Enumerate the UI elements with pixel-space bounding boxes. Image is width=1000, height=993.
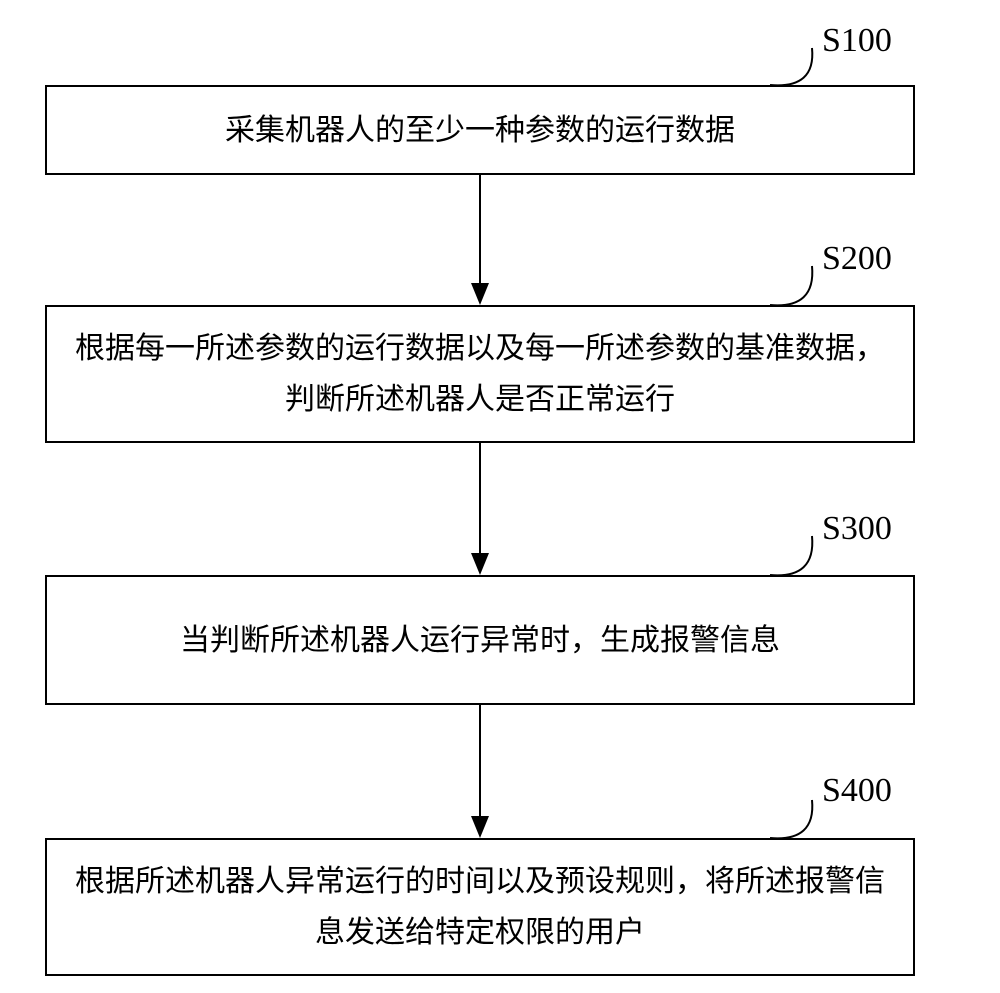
leader-curve <box>766 532 816 579</box>
leader-curve <box>766 262 816 309</box>
flow-step-box: 根据所述机器人异常运行的时间以及预设规则，将所述报警信息发送给特定权限的用户 <box>45 838 915 976</box>
flow-step-label: S400 <box>822 772 892 810</box>
flow-step-label: S300 <box>822 510 892 548</box>
flow-step-text: 根据每一所述参数的运行数据以及每一所述参数的基准数据，判断所述机器人是否正常运行 <box>65 323 895 425</box>
flowchart-canvas: 采集机器人的至少一种参数的运行数据 S100 根据每一所述参数的运行数据以及每一所述… <box>0 0 1000 993</box>
flow-step-box: 根据每一所述参数的运行数据以及每一所述参数的基准数据，判断所述机器人是否正常运行 <box>45 305 915 443</box>
flow-arrow <box>466 691 494 852</box>
flow-arrow <box>466 161 494 319</box>
leader-curve <box>766 796 816 842</box>
flow-step-label: S100 <box>822 22 892 60</box>
flow-step-text: 根据所述机器人异常运行的时间以及预设规则，将所述报警信息发送给特定权限的用户 <box>65 856 895 958</box>
flow-step-box: 当判断所述机器人运行异常时，生成报警信息 <box>45 575 915 705</box>
flow-step-text: 采集机器人的至少一种参数的运行数据 <box>225 105 735 156</box>
flow-step-text: 当判断所述机器人运行异常时，生成报警信息 <box>180 615 780 666</box>
flow-arrow <box>466 429 494 589</box>
flow-step-label: S200 <box>822 240 892 278</box>
leader-curve <box>766 44 816 89</box>
